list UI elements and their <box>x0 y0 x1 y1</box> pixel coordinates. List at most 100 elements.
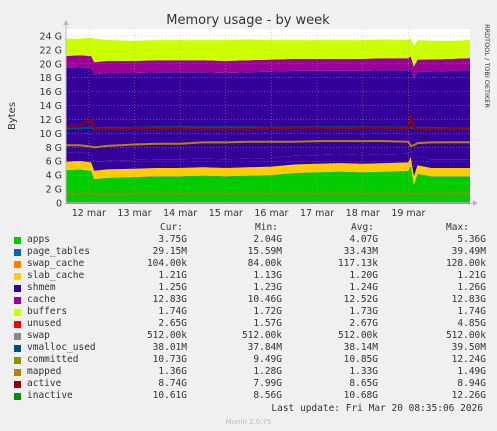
legend-min: 37.84M <box>247 342 282 353</box>
legend-cur: 1.25G <box>158 282 187 293</box>
legend-name: mapped <box>27 366 62 377</box>
legend-row-vmalloc_used: vmalloc_used 38.01M 37.84M 38.14M 39.50M <box>0 342 497 354</box>
legend-row-buffers: buffers 1.74G 1.72G 1.73G 1.74G <box>0 306 497 318</box>
legend-swatch <box>14 321 21 328</box>
legend-min: 1.72G <box>253 306 282 317</box>
legend-min: 7.99G <box>253 378 282 389</box>
legend-avg: 8.65G <box>349 378 378 389</box>
legend-min: 1.23G <box>253 282 282 293</box>
legend-min: 10.46G <box>247 294 282 305</box>
chart-title: Memory usage - by week <box>166 13 330 28</box>
legend-min: 2.04G <box>253 234 282 245</box>
legend-min: 512.00k <box>241 330 282 341</box>
legend-swatch <box>14 369 21 376</box>
last-update: Last update: Fri Mar 20 08:35:06 2026 <box>271 403 483 414</box>
y-axis-label: Bytes <box>7 102 18 130</box>
y-tick-label: 14 G <box>40 101 62 112</box>
x-tick-label: 13 mar <box>117 208 151 219</box>
area-slab_cache <box>66 157 470 185</box>
y-tick-label: 20 G <box>40 59 62 70</box>
legend-name: apps <box>27 234 50 245</box>
legend-avg: 1.20G <box>349 270 378 281</box>
x-tick-label: 16 mar <box>254 208 288 219</box>
legend-header-avg: Avg: <box>351 222 374 233</box>
legend-header-min: Min: <box>255 222 278 233</box>
legend-min: 8.56G <box>253 390 282 401</box>
legend-swatch <box>14 261 21 268</box>
legend-avg: 2.67G <box>349 318 378 329</box>
legend-cur: 10.61G <box>152 390 187 401</box>
x-tick-label: 12 mar <box>72 208 106 219</box>
legend-name: unused <box>27 318 62 329</box>
y-tick-label: 22 G <box>40 45 62 56</box>
legend-name: swap_cache <box>27 258 85 269</box>
legend-max: 39.50M <box>451 342 486 353</box>
legend-max: 128.00k <box>445 258 486 269</box>
legend-swatch <box>14 309 21 316</box>
legend-cur: 3.75G <box>158 234 187 245</box>
y-tick-label: 0 <box>56 199 62 210</box>
legend-max: 39.49M <box>451 246 486 257</box>
y-tick-label: 4 G <box>46 171 62 182</box>
legend-swatch <box>14 357 21 364</box>
y-tick-label: 18 G <box>40 73 62 84</box>
legend-swatch <box>14 345 21 352</box>
x-tick-label: 14 mar <box>163 208 197 219</box>
legend-max: 4.85G <box>457 318 486 329</box>
legend-name: cache <box>27 294 56 305</box>
legend-row-page_tables: page_tables 29.15M 15.59M 33.43M 39.49M <box>0 246 497 258</box>
legend-min: 84.00k <box>247 258 282 269</box>
legend-min: 9.49G <box>253 354 282 365</box>
line-active <box>66 140 470 149</box>
legend-swatch <box>14 237 21 244</box>
legend-max: 8.94G <box>457 378 486 389</box>
legend-row-slab_cache: slab_cache 1.21G 1.13G 1.20G 1.21G <box>0 270 497 282</box>
legend-min: 1.13G <box>253 270 282 281</box>
legend-avg: 12.52G <box>343 294 378 305</box>
legend-header-max: Max: <box>446 222 469 233</box>
legend-swatch <box>14 381 21 388</box>
legend-max: 1.26G <box>457 282 486 293</box>
legend-header-cur: Cur: <box>160 222 183 233</box>
y-tick-label: 6 G <box>46 157 62 168</box>
legend-min: 15.59M <box>247 246 282 257</box>
legend-max: 1.49G <box>457 366 486 377</box>
legend-cur: 12.83G <box>152 294 187 305</box>
legend-avg: 1.24G <box>349 282 378 293</box>
legend-max: 5.36G <box>457 234 486 245</box>
legend-name: inactive <box>27 390 73 401</box>
legend-cur: 38.01M <box>152 342 187 353</box>
legend-avg: 512.00k <box>337 330 378 341</box>
legend-swatch <box>14 273 21 280</box>
legend-min: 1.28G <box>253 366 282 377</box>
side-label: RRDTOOL / TOBI OETIKER <box>483 24 491 108</box>
area-buffers <box>66 55 470 79</box>
legend-cur: 1.36G <box>158 366 187 377</box>
legend-swatch <box>14 285 21 292</box>
legend-cur: 10.73G <box>152 354 187 365</box>
legend-row-committed: committed 10.73G 9.49G 10.85G 12.24G <box>0 354 497 366</box>
line-mapped <box>66 192 470 196</box>
legend-avg: 1.73G <box>349 306 378 317</box>
legend-name: vmalloc_used <box>27 342 96 353</box>
legend-avg: 117.13k <box>337 258 378 269</box>
legend-name: active <box>27 378 62 389</box>
y-tick-label: 12 G <box>40 115 62 126</box>
legend-row-swap: swap 512.00k 512.00k 512.00k 512.00k <box>0 330 497 342</box>
legend-avg: 1.33G <box>349 366 378 377</box>
legend-row-swap_cache: swap_cache 104.00k 84.00k 117.13k 128.00k <box>0 258 497 270</box>
line-inactive <box>65 113 470 131</box>
x-tick-label: 17 mar <box>300 208 334 219</box>
legend-row-shmem: shmem 1.25G 1.23G 1.24G 1.26G <box>0 282 497 294</box>
legend-name: buffers <box>27 306 68 317</box>
legend-min: 1.57G <box>253 318 282 329</box>
legend-avg: 4.07G <box>349 234 378 245</box>
memory-chart: Memory usage - by week Bytes RRDTOOL / T… <box>7 13 491 219</box>
legend-cur: 1.21G <box>158 270 187 281</box>
area-cache <box>66 67 470 168</box>
y-tick-label: 10 G <box>40 129 62 140</box>
area-shmem <box>66 148 470 177</box>
y-tick-label: 16 G <box>40 87 62 98</box>
legend-name: swap <box>27 330 50 341</box>
y-tick-label: 2 G <box>46 185 62 196</box>
